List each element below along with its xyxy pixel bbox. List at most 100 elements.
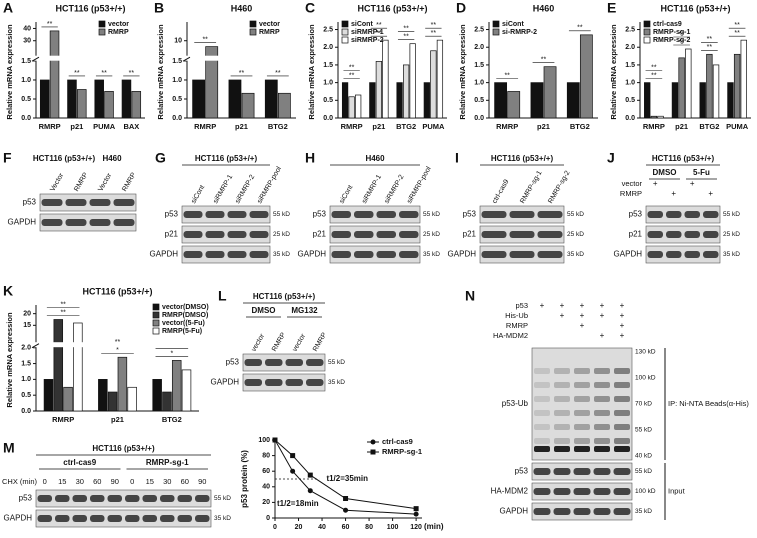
y-axis-label: Relative mRNA expression bbox=[458, 24, 467, 120]
significance: ** bbox=[707, 44, 713, 51]
x-tick-label: 60 bbox=[342, 524, 350, 531]
x-tick-label: p21 bbox=[111, 415, 124, 424]
axis-break bbox=[32, 55, 145, 61]
band bbox=[481, 231, 507, 238]
y-tick-label: 1.0 bbox=[172, 77, 182, 84]
band bbox=[537, 211, 563, 218]
treatment-mark: + bbox=[620, 321, 625, 330]
panel-letter: F bbox=[3, 150, 12, 166]
x-tick-label: 100 bbox=[387, 524, 399, 531]
band bbox=[227, 251, 247, 258]
bar bbox=[205, 46, 219, 119]
bar bbox=[162, 391, 172, 412]
bar bbox=[43, 379, 54, 412]
legend-swatch bbox=[152, 319, 160, 327]
smear bbox=[534, 368, 550, 374]
group-label: RMRP-sg-1 bbox=[146, 458, 189, 467]
point bbox=[413, 506, 419, 512]
bar bbox=[671, 82, 679, 119]
bar bbox=[699, 82, 706, 119]
legend-swatch bbox=[249, 20, 257, 28]
y-tick-label: 20 bbox=[23, 311, 31, 318]
band bbox=[553, 468, 571, 475]
y-axis-label: Relative mRNA expression bbox=[5, 24, 14, 120]
point bbox=[343, 496, 349, 501]
axis-break bbox=[183, 55, 296, 61]
bar bbox=[171, 360, 182, 412]
chart-title: HCT116 (p53+/+) bbox=[660, 3, 730, 13]
band bbox=[354, 231, 374, 238]
legend-swatch bbox=[152, 327, 160, 335]
row-label: p21 bbox=[629, 230, 643, 239]
band bbox=[331, 211, 351, 218]
bar bbox=[712, 64, 720, 119]
y-tick-label: 2.5 bbox=[474, 26, 484, 33]
legend-label: ctrl-cas9 bbox=[382, 437, 413, 446]
significance: ** bbox=[376, 30, 382, 37]
y-tick-label: 1.5 bbox=[21, 58, 31, 65]
bar bbox=[436, 39, 444, 119]
band bbox=[666, 211, 682, 218]
blot-strip bbox=[181, 245, 271, 264]
band bbox=[331, 231, 351, 238]
band bbox=[37, 515, 52, 522]
band bbox=[553, 508, 571, 515]
bar bbox=[181, 369, 192, 412]
y-tick-label: 1.0 bbox=[21, 376, 31, 383]
band bbox=[703, 251, 719, 258]
blot-strip bbox=[645, 245, 721, 264]
lane-label: 0 bbox=[43, 477, 47, 486]
legend-label: vector((5-Fu) bbox=[162, 320, 205, 327]
x-tick-label: BTG2 bbox=[268, 122, 288, 131]
lane-label: RMRP bbox=[271, 331, 288, 353]
bar bbox=[348, 96, 355, 119]
y-tick-label: 0.0 bbox=[474, 115, 484, 122]
x-tick-label: p21 bbox=[537, 122, 550, 131]
band bbox=[183, 211, 203, 218]
y-tick-label: 2.0 bbox=[474, 44, 484, 51]
row-label: p53 bbox=[23, 198, 37, 207]
smear bbox=[574, 396, 590, 402]
legend-swatch bbox=[341, 20, 349, 28]
smear bbox=[594, 410, 610, 416]
lane-label: RMRP bbox=[312, 331, 329, 353]
blot-strip bbox=[329, 205, 421, 224]
panel-letter: H bbox=[305, 150, 315, 166]
significance: ** bbox=[74, 70, 80, 77]
legend-swatch bbox=[643, 20, 651, 28]
blot-title: HCT116 (p53+/+) bbox=[652, 154, 715, 163]
legend-label: vector(DMSO) bbox=[162, 304, 209, 311]
x-tick-label: PUMA bbox=[726, 122, 749, 131]
y-tick-label: 60 bbox=[262, 468, 270, 475]
band bbox=[613, 508, 631, 515]
smear bbox=[554, 424, 570, 430]
kd-marker: 35 kD bbox=[214, 515, 231, 522]
group-label: MG132 bbox=[291, 306, 318, 315]
treatment-mark: + bbox=[671, 189, 676, 198]
legend-label: si-RMRP-2 bbox=[502, 29, 537, 36]
y-tick-label: 20 bbox=[262, 499, 270, 506]
x-tick-label: BTG2 bbox=[396, 122, 416, 131]
band bbox=[647, 211, 663, 218]
legend-swatch bbox=[492, 28, 500, 36]
point bbox=[307, 488, 313, 494]
band bbox=[593, 468, 611, 475]
band bbox=[574, 446, 590, 452]
bar bbox=[107, 391, 118, 412]
bar bbox=[77, 89, 87, 119]
y-tick-label: 1.0 bbox=[474, 79, 484, 86]
bar bbox=[423, 82, 430, 119]
band bbox=[195, 495, 210, 502]
group-label: HCT116 (p53+/+) bbox=[33, 154, 96, 163]
y-tick-label: 0.5 bbox=[474, 97, 484, 104]
significance: ** bbox=[349, 72, 355, 79]
bar bbox=[131, 91, 142, 119]
kd-marker: 130 kD bbox=[635, 349, 656, 356]
smear bbox=[614, 396, 630, 402]
lane-label: RMRP-sg-1 bbox=[519, 170, 543, 205]
legend-swatch bbox=[152, 311, 160, 319]
point bbox=[290, 468, 296, 474]
lane-label: RMRP-sg-2 bbox=[547, 170, 571, 205]
input-label: Input bbox=[668, 486, 686, 495]
kd-marker: 40 kD bbox=[635, 453, 652, 460]
